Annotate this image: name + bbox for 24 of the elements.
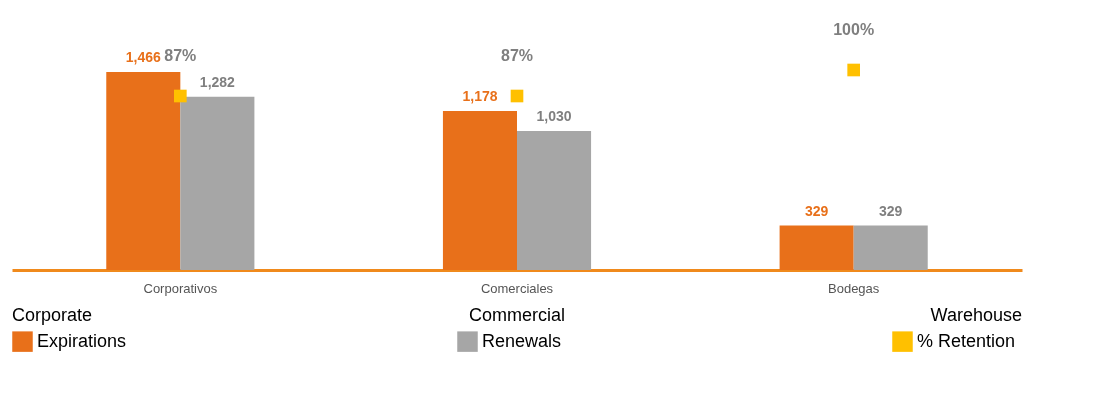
x-tick-label: Bodegas — [828, 280, 880, 296]
text: Corporate — [12, 305, 93, 325]
data-label: 87% — [164, 47, 197, 64]
x-tick-label: Corporativos — [143, 280, 218, 296]
bar — [442, 110, 517, 270]
bar — [853, 225, 928, 270]
data-label: 329 — [804, 202, 829, 219]
data-label: 87% — [500, 47, 534, 64]
bar — [779, 225, 854, 270]
data-label: 1,466 — [125, 49, 162, 65]
data-label: 100% — [833, 21, 875, 38]
data-label: 1,178 — [462, 87, 498, 104]
legend-label: Expirations — [37, 330, 127, 351]
text: Commercial — [468, 305, 566, 325]
data-label: 329 — [879, 202, 903, 219]
x-tick-label: Comerciales — [480, 280, 554, 296]
bar — [106, 72, 181, 270]
text: Warehouse — [930, 305, 1022, 325]
data-label: 1,282 — [199, 73, 236, 90]
bar — [180, 96, 255, 270]
data-label: 1,030 — [536, 107, 572, 124]
legend-label: Renewals — [482, 330, 562, 351]
bar — [517, 130, 592, 270]
legend-label: % Retention — [917, 330, 1016, 351]
